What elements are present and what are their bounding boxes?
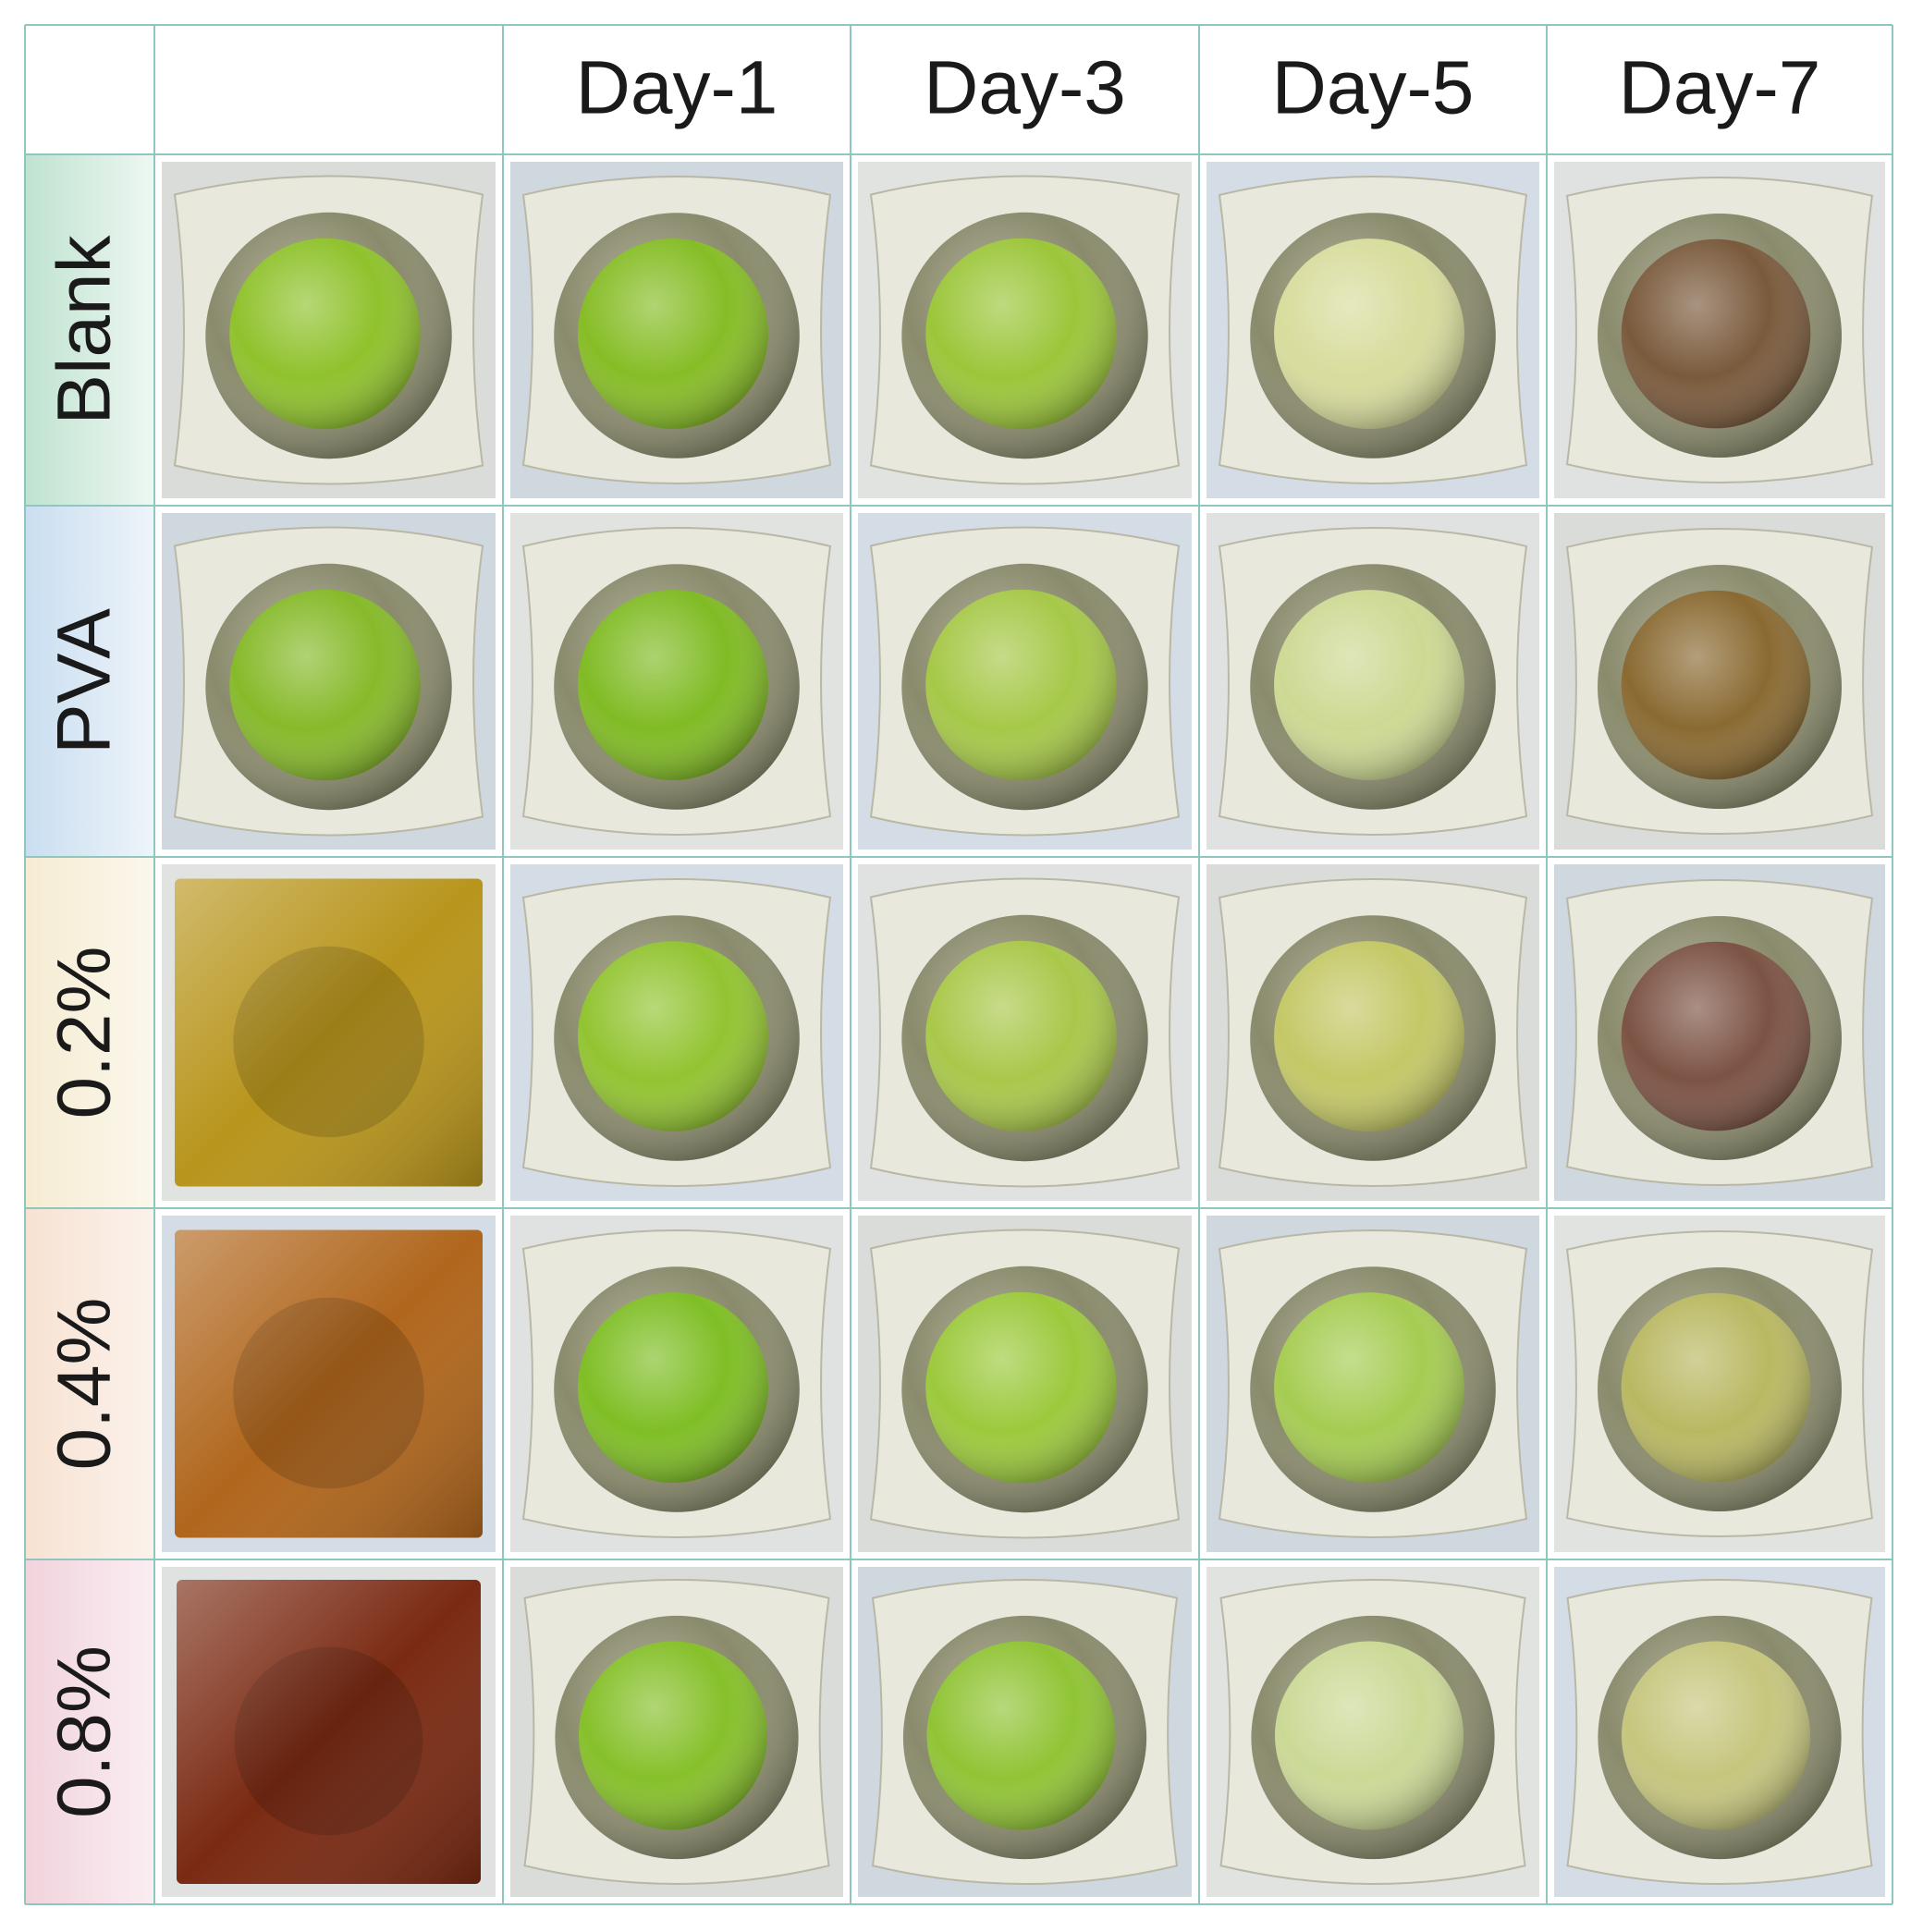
fruit-shade	[579, 1641, 767, 1830]
photo	[510, 864, 843, 1201]
photo	[1206, 1567, 1539, 1897]
film-sheen	[175, 1229, 483, 1538]
photo	[162, 1216, 496, 1552]
row-label-cell	[25, 506, 154, 857]
photo	[1206, 162, 1539, 498]
row-label-cell	[25, 1559, 154, 1904]
column-header: Day-7	[1619, 46, 1821, 130]
row-label: Blank	[43, 234, 127, 424]
header-cell	[851, 25, 1199, 154]
photo	[162, 1567, 496, 1897]
row-label-cell	[25, 857, 154, 1208]
fruit-shade	[578, 1292, 768, 1483]
fruit-shade	[229, 238, 421, 430]
photo	[510, 513, 843, 850]
fruit-shade	[1274, 590, 1464, 780]
photo	[1554, 1567, 1885, 1897]
row-label-cell	[25, 1208, 154, 1559]
photo	[1554, 1216, 1885, 1552]
fruit-shade	[925, 940, 1117, 1132]
photo	[1206, 1216, 1539, 1552]
fruit-shade	[1621, 1292, 1811, 1483]
row-label: PVA	[43, 608, 127, 754]
photo	[1554, 162, 1885, 498]
fruit-shade	[925, 1291, 1117, 1484]
fruit-shade	[925, 238, 1117, 430]
photo	[510, 1216, 843, 1552]
fruit-shade	[1274, 1292, 1464, 1483]
row-label-cell	[25, 154, 154, 506]
fruit-shade	[578, 941, 768, 1131]
photo	[1554, 513, 1885, 850]
fruit-shade	[925, 589, 1117, 781]
fruit-shade	[1621, 238, 1811, 429]
fruit-shade	[1274, 238, 1464, 429]
photo	[858, 162, 1192, 498]
photo	[510, 1567, 843, 1897]
fruit-shade	[926, 1641, 1116, 1830]
fruit-shade	[1621, 941, 1811, 1131]
photo	[1554, 864, 1885, 1201]
row-label: 0.2%	[43, 947, 127, 1119]
photo	[1206, 864, 1539, 1201]
fruit-shade	[229, 589, 421, 781]
column-header: Day-5	[1272, 46, 1475, 130]
photo	[858, 1567, 1192, 1897]
header-cell	[1547, 25, 1892, 154]
row-label: 0.4%	[43, 1298, 127, 1471]
row-label: 0.8%	[43, 1645, 127, 1818]
column-header: Day-3	[924, 46, 1126, 130]
photo	[858, 513, 1192, 850]
header-cell	[25, 25, 154, 154]
photo	[162, 513, 496, 850]
header-cell	[503, 25, 851, 154]
column-header: Day-1	[576, 46, 778, 130]
header-cell	[154, 25, 503, 154]
film-sheen	[177, 1580, 481, 1884]
photo	[162, 162, 496, 498]
fruit-shade	[578, 238, 768, 429]
photo	[510, 162, 843, 498]
photo	[1206, 513, 1539, 850]
photo	[858, 1216, 1192, 1552]
fruit-shade	[1275, 1641, 1464, 1830]
fruit-shade	[578, 590, 768, 780]
photo	[162, 864, 496, 1201]
photo	[858, 864, 1192, 1201]
film-sheen	[175, 878, 483, 1187]
header-cell	[1199, 25, 1547, 154]
fruit-shade	[1621, 590, 1811, 780]
fruit-shade	[1274, 941, 1464, 1131]
fruit-shade	[1622, 1641, 1810, 1830]
